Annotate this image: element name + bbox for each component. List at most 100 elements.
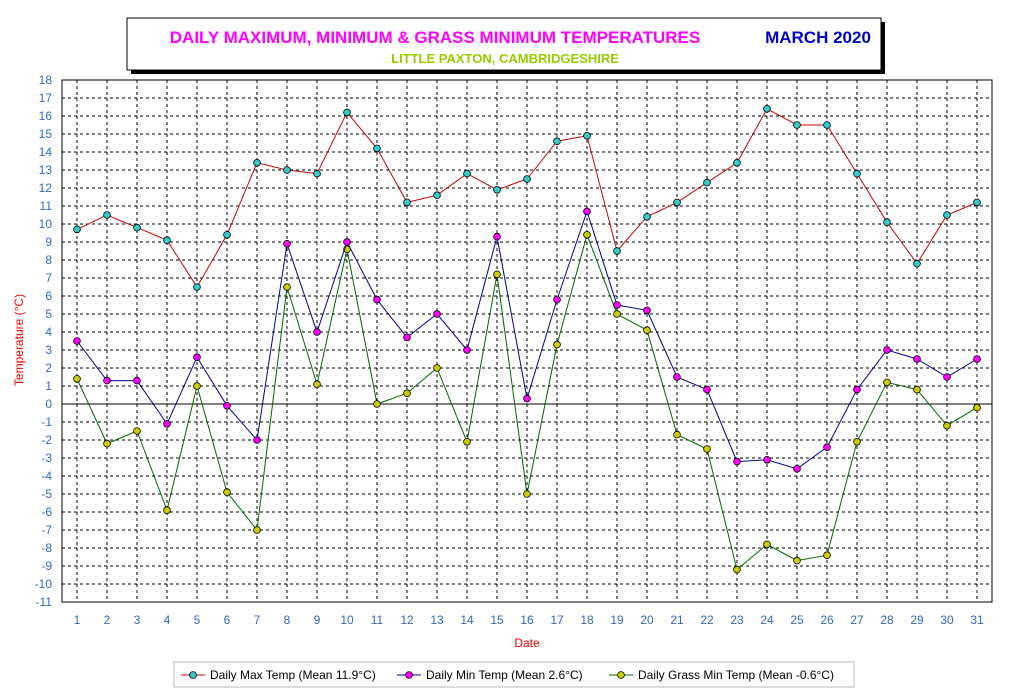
y-tick-label: -4 xyxy=(41,469,52,483)
x-axis-title: Date xyxy=(514,636,540,650)
point-max xyxy=(613,247,621,255)
x-tick-label: 31 xyxy=(970,613,984,627)
point-grass xyxy=(793,556,801,565)
point-grass xyxy=(583,231,591,239)
x-tick-label: 17 xyxy=(550,613,564,627)
point-min xyxy=(733,457,741,466)
point-min xyxy=(793,464,801,473)
y-tick-label: 15 xyxy=(39,127,53,141)
point-min xyxy=(223,401,231,410)
y-tick-label: 6 xyxy=(45,289,52,303)
point-max xyxy=(73,225,81,234)
point-grass xyxy=(133,427,141,435)
y-tick-label: 13 xyxy=(39,163,53,177)
point-max xyxy=(343,108,351,117)
point-min xyxy=(433,310,441,318)
x-tick-label: 1 xyxy=(74,613,81,627)
point-grass xyxy=(193,382,201,390)
point-min xyxy=(373,295,381,304)
y-tick-label: 8 xyxy=(45,253,52,267)
x-tick-label: 21 xyxy=(670,613,684,627)
title-box: DAILY MAXIMUM, MINIMUM & GRASS MINIMUM T… xyxy=(126,17,885,74)
legend-item-max: Daily Max Temp (Mean 11.9°C) xyxy=(181,668,376,682)
legend-label-max: Daily Max Temp (Mean 11.9°C) xyxy=(210,668,376,682)
y-tick-label: -2 xyxy=(41,433,52,447)
point-min xyxy=(163,419,171,428)
point-min xyxy=(553,295,561,304)
x-tick-label: 22 xyxy=(700,613,714,627)
point-max xyxy=(493,186,501,194)
point-min xyxy=(193,353,201,362)
chart-month: MARCH 2020 xyxy=(765,28,871,47)
x-tick-label: 10 xyxy=(340,613,354,627)
x-tick-label: 20 xyxy=(640,613,654,627)
point-max xyxy=(673,198,681,207)
point-grass xyxy=(943,421,951,430)
point-min xyxy=(283,240,291,248)
y-tick-label: -1 xyxy=(41,415,52,429)
x-tick-label: 5 xyxy=(194,613,201,627)
x-tick-label: 14 xyxy=(460,613,474,627)
y-axis-title: Temperature (°C) xyxy=(12,294,26,386)
point-min xyxy=(463,346,471,354)
point-grass xyxy=(433,364,441,372)
x-tick-label: 15 xyxy=(490,613,504,627)
point-grass xyxy=(913,385,921,394)
point-max xyxy=(433,191,441,200)
point-grass xyxy=(733,565,741,574)
point-min xyxy=(643,306,651,315)
point-max xyxy=(193,283,201,291)
point-max xyxy=(943,211,951,219)
x-tick-label: 4 xyxy=(164,613,171,627)
x-tick-label: 23 xyxy=(730,613,744,627)
point-min xyxy=(823,443,831,452)
x-tick-label: 25 xyxy=(790,613,804,627)
x-tick-label: 28 xyxy=(880,613,894,627)
chart-title: DAILY MAXIMUM, MINIMUM & GRASS MINIMUM T… xyxy=(170,28,700,47)
x-tick-label: 13 xyxy=(430,613,444,627)
y-tick-label: -8 xyxy=(41,541,52,555)
y-tick-label: -7 xyxy=(41,523,52,537)
point-max xyxy=(223,231,231,239)
y-tick-label: -3 xyxy=(41,451,52,465)
point-max xyxy=(313,169,321,178)
point-max xyxy=(283,166,291,174)
point-max xyxy=(463,169,471,178)
point-grass xyxy=(703,445,711,453)
point-grass xyxy=(493,270,501,279)
y-tick-label: 12 xyxy=(39,181,53,195)
x-axis-ticks: 1 2 3 4 5 6 7 8 9 10 11 12 13 14 15 16 17 18 19 20 21 22 23 24 2… xyxy=(74,613,984,627)
y-tick-label: 14 xyxy=(39,145,53,159)
point-max xyxy=(403,198,411,207)
x-tick-label: 30 xyxy=(940,613,954,627)
point-min xyxy=(913,355,921,363)
y-tick-label: 9 xyxy=(45,235,52,249)
y-tick-label: 18 xyxy=(39,73,53,87)
point-min xyxy=(943,373,951,381)
x-tick-label: 2 xyxy=(104,613,111,627)
point-max xyxy=(373,144,381,153)
y-tick-label: 2 xyxy=(45,361,52,375)
y-tick-label: 17 xyxy=(39,91,53,105)
x-tick-label: 27 xyxy=(850,613,864,627)
point-grass xyxy=(883,378,891,387)
point-min xyxy=(103,376,111,385)
point-grass xyxy=(973,403,981,412)
point-max xyxy=(253,159,261,167)
y-tick-label: 4 xyxy=(45,325,52,339)
point-max xyxy=(733,159,741,167)
y-tick-label: -6 xyxy=(41,505,52,519)
point-grass xyxy=(853,437,861,446)
point-grass xyxy=(613,310,621,318)
y-tick-label: 16 xyxy=(39,109,53,123)
point-max xyxy=(643,213,651,221)
x-tick-label: 7 xyxy=(254,613,261,627)
x-tick-label: 11 xyxy=(371,613,384,627)
point-grass xyxy=(643,326,651,335)
point-grass xyxy=(553,340,561,349)
point-grass xyxy=(463,437,471,446)
point-grass xyxy=(73,374,81,383)
chart-subtitle: LITTLE PAXTON, CAMBRIDGESHIRE xyxy=(391,51,619,66)
point-grass xyxy=(313,380,321,389)
